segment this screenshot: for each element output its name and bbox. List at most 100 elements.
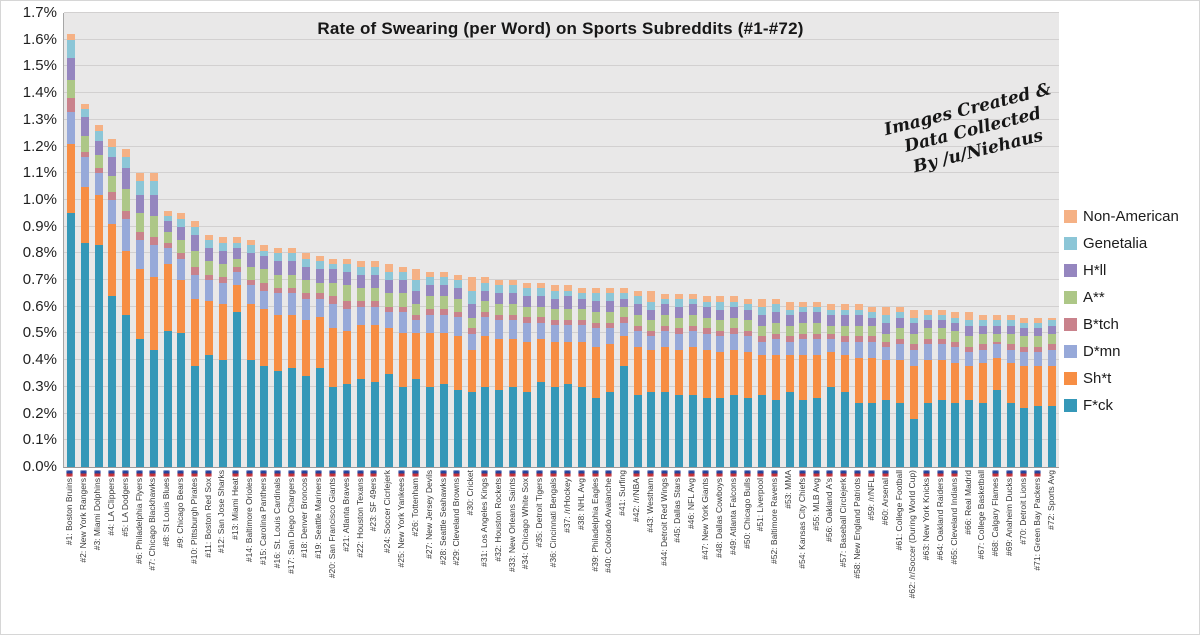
bar-segment [357, 378, 366, 467]
bar-segment [868, 317, 877, 326]
bar-segment [1034, 365, 1043, 406]
y-tick-label: 1.6% [22, 30, 57, 48]
bar-segment [799, 333, 808, 339]
team-logo-icon [315, 470, 323, 477]
bar-segment [66, 79, 75, 99]
bar [730, 296, 739, 467]
bar-segment [744, 330, 753, 337]
x-axis-label-text: #17: San Diego Chargers [285, 478, 296, 574]
gridline [64, 252, 1059, 254]
bar-segment [481, 290, 490, 302]
x-axis-label: #1: Boston Bruins [64, 470, 75, 545]
bar-segment [343, 330, 352, 385]
bar-segment [785, 341, 794, 355]
bar-segment [771, 312, 780, 323]
bar-segment [564, 341, 573, 385]
y-tick-label: 0.4% [22, 351, 57, 369]
bar [896, 306, 905, 467]
bar-segment [688, 325, 697, 331]
x-axis-label: #35: Detroit Tigers [534, 470, 545, 547]
bar-segment [799, 400, 808, 467]
bar-segment [564, 384, 573, 467]
bar-segment [288, 248, 297, 254]
bar-segment [66, 98, 75, 112]
bar-segment [260, 309, 269, 366]
bar-segment [232, 272, 241, 286]
bar-segment [1006, 349, 1015, 363]
bar-segment [1034, 405, 1043, 467]
bar-segment [785, 301, 794, 310]
bar-segment [149, 245, 158, 278]
legend-label: A** [1083, 289, 1105, 306]
bar-segment [854, 309, 863, 315]
bar [592, 288, 601, 467]
bar-segment [149, 349, 158, 467]
bar [757, 298, 766, 467]
bar [481, 277, 490, 467]
bar-segment [329, 269, 338, 283]
x-axis-label: #32: Houston Rockets [493, 470, 504, 562]
x-axis-label: #30: Cricket [465, 470, 476, 515]
bar-segment [951, 346, 960, 363]
bar-segment [315, 298, 324, 318]
x-axis-label-text: #29: Cleveland Browns [451, 478, 462, 566]
bar-segment [578, 309, 587, 321]
bar-segment [136, 181, 144, 195]
bar [177, 213, 186, 467]
x-axis-label-text: #36: Cincinnati Bengals [548, 478, 559, 568]
x-axis-label: #55: MLB Avg [811, 470, 822, 531]
bar-segment [647, 392, 656, 467]
bar-segment [1048, 365, 1057, 406]
bar-segment [826, 338, 835, 353]
bar-segment [315, 261, 324, 270]
bar-segment [357, 325, 366, 379]
bar-segment [592, 322, 601, 329]
bar-segment [633, 394, 642, 467]
bar-segment [80, 242, 89, 467]
bar-segment [923, 360, 932, 403]
bar-segment [868, 306, 877, 313]
bar-segment [909, 333, 918, 345]
bar-segment [205, 301, 214, 355]
bar-segment [716, 397, 725, 467]
bar-segment [937, 360, 946, 401]
bar-segment [757, 341, 766, 355]
gridline [64, 439, 1059, 441]
bar-segment [274, 274, 283, 289]
bar-segment [467, 392, 476, 467]
bar-segment [246, 245, 255, 254]
x-axis-label-text: #54: Kansas City Chiefs [796, 478, 807, 569]
bar-segment [357, 266, 366, 275]
bar-segment [1048, 317, 1057, 321]
bar-segment [260, 250, 269, 257]
bar-segment [108, 175, 117, 192]
bar-segment [992, 357, 1001, 390]
bar-segment [370, 288, 379, 302]
bar-segment [384, 306, 393, 313]
bar-segment [951, 362, 960, 403]
bar-segment [467, 333, 476, 350]
x-axis-label-text: #67: College Basketball [976, 470, 987, 560]
bar-segment [329, 282, 338, 297]
bar-segment [854, 402, 863, 467]
bar-segment [619, 336, 628, 366]
team-logo-icon [563, 470, 571, 477]
bar-segment [661, 392, 670, 467]
bar-segment [937, 344, 946, 361]
x-axis-label-text: #37: /r/Hockey [561, 478, 572, 533]
bar-segment [232, 248, 241, 259]
x-axis-label-text: #49: Atlanta Falcons [727, 478, 738, 556]
bar-segment [536, 338, 545, 382]
x-axis-label-text: #5: LA Dodgers [119, 478, 130, 537]
x-axis-label: #10: Pittsburgh Pirates [189, 470, 200, 564]
bar-segment [744, 304, 753, 310]
bar-segment [94, 154, 103, 168]
bar-segment [163, 248, 172, 265]
bar-segment [274, 288, 283, 294]
x-axis-label: #21: Atlanta Braves [341, 470, 352, 552]
bar-segment [136, 194, 144, 214]
bar-segment [813, 306, 822, 313]
bar-segment [1048, 405, 1057, 467]
x-axis-label-text: #42: /r/NBA [631, 478, 641, 522]
bar-segment [1006, 362, 1015, 403]
